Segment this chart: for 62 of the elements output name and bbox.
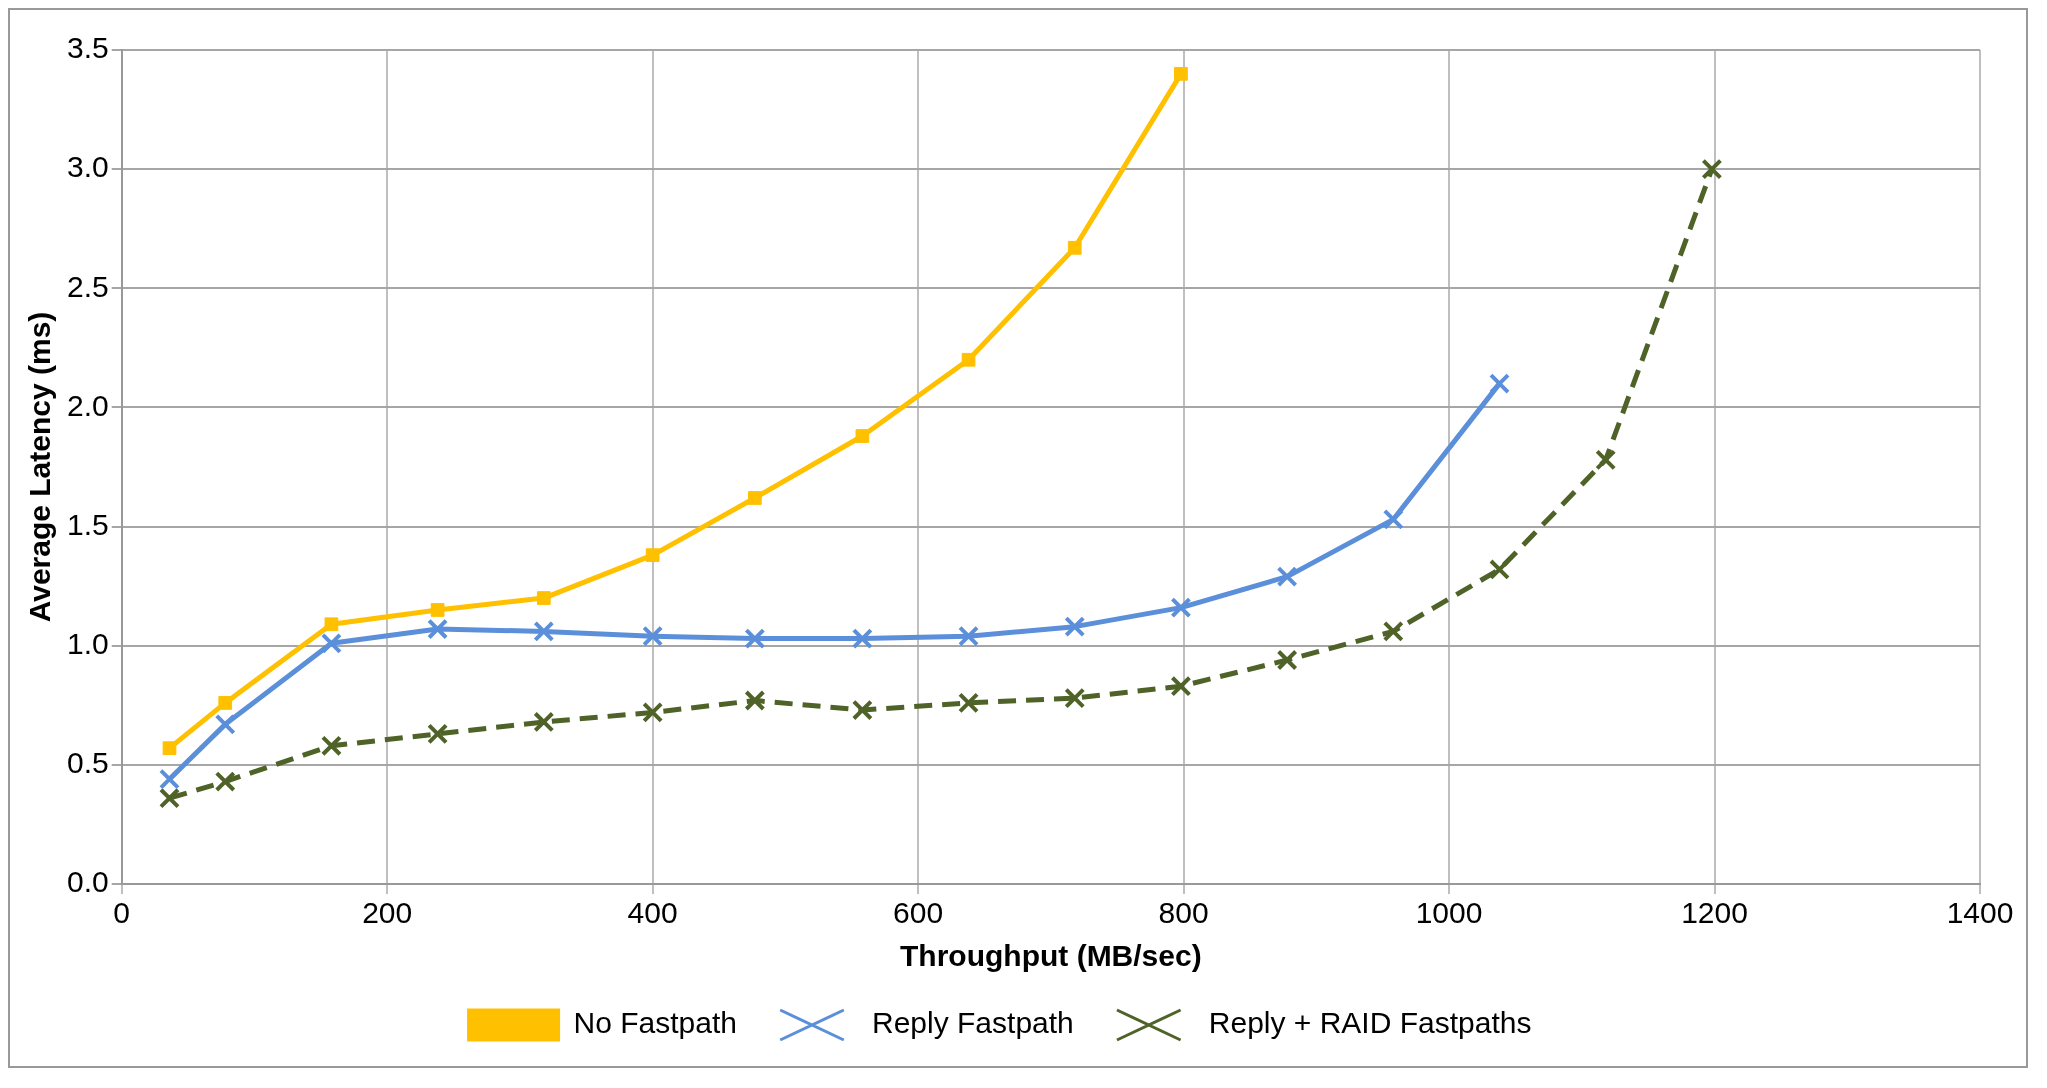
legend-label: Reply Fastpath	[872, 1006, 1074, 1040]
point	[1276, 566, 1298, 588]
point	[855, 429, 870, 443]
point	[320, 632, 342, 654]
point	[1067, 240, 1082, 255]
point	[744, 690, 766, 712]
x-tick-label: 800	[1158, 896, 1209, 930]
legend-label: Reply + RAID Fastpaths	[1208, 1006, 1532, 1040]
point	[1064, 616, 1086, 638]
point	[851, 699, 873, 721]
point	[214, 771, 236, 793]
y-tick-label: 3.5	[66, 31, 109, 65]
point	[218, 696, 233, 710]
point	[744, 628, 766, 650]
y-tick-label: 1.5	[66, 507, 109, 541]
x-tick-label: 600	[893, 896, 944, 930]
point	[324, 617, 339, 632]
x-tick-label: 400	[627, 896, 678, 930]
point	[533, 711, 555, 733]
point	[1174, 66, 1188, 81]
point	[1701, 158, 1723, 180]
point	[1489, 558, 1510, 580]
point	[427, 618, 449, 640]
point	[214, 713, 236, 735]
point	[427, 723, 449, 745]
point	[159, 768, 180, 790]
y-axis-title: Average Latency (ms)	[23, 311, 57, 623]
point	[1064, 687, 1086, 709]
point	[536, 591, 551, 605]
y-tick-label: 0.0	[66, 865, 109, 899]
y-tick-label: 2.0	[66, 388, 109, 422]
x-tick-label: 1400	[1946, 896, 2014, 930]
point	[642, 701, 664, 723]
point	[961, 352, 976, 367]
y-tick-label: 2.5	[66, 269, 109, 303]
x-tick-label: 200	[362, 896, 413, 930]
point	[1489, 373, 1510, 395]
x-axis-title: Throughput (MB/sec)	[900, 939, 1202, 973]
point	[1382, 620, 1404, 642]
point	[645, 548, 660, 563]
point	[533, 620, 555, 642]
point	[162, 741, 177, 756]
point	[159, 787, 180, 809]
point	[1276, 649, 1298, 671]
point	[430, 603, 445, 617]
point	[1170, 675, 1192, 697]
point	[1595, 449, 1617, 471]
point	[851, 628, 873, 650]
point	[320, 735, 342, 757]
x-tick-label: 0	[113, 896, 131, 930]
point	[642, 625, 664, 647]
point	[1382, 508, 1404, 530]
y-tick-label: 1.0	[66, 626, 109, 660]
point	[747, 491, 762, 505]
legend-label: No Fastpath	[573, 1006, 738, 1040]
x-tick-label: 1000	[1415, 896, 1483, 930]
point	[958, 692, 980, 714]
y-tick-label: 3.0	[66, 150, 109, 184]
point	[1170, 597, 1192, 619]
point	[958, 625, 980, 647]
x-tick-label: 1200	[1681, 896, 1748, 930]
y-tick-label: 0.5	[66, 746, 109, 780]
